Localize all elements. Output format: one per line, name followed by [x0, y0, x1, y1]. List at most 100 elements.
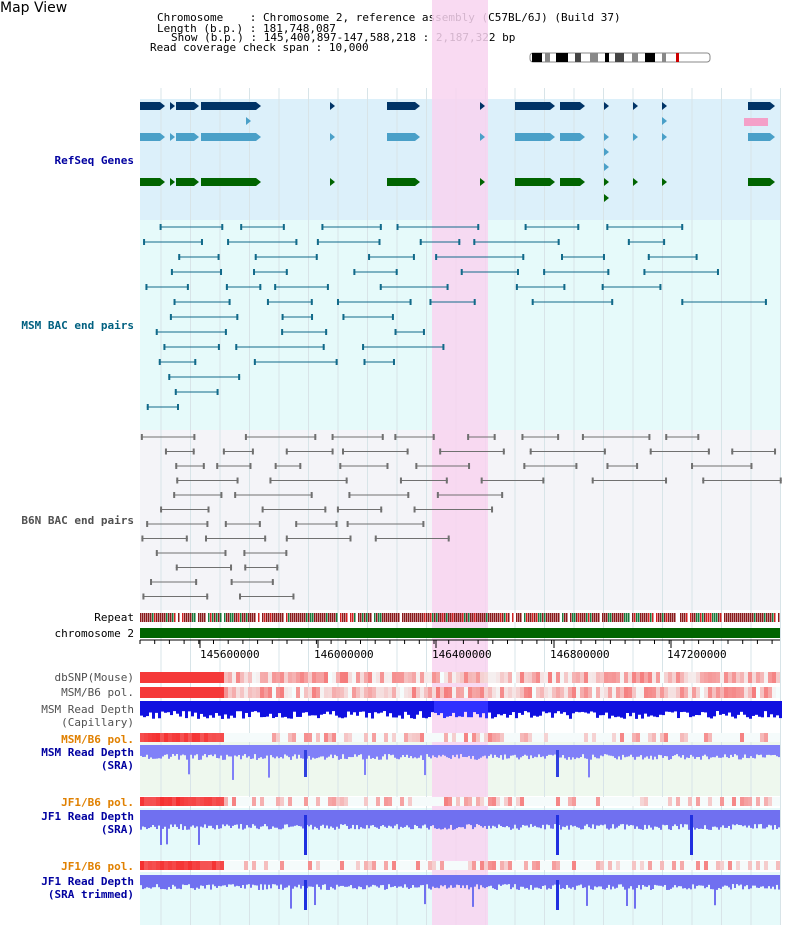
heat-cell [640, 687, 644, 698]
bac-end-mark [445, 477, 448, 484]
pol-cell [272, 797, 276, 806]
chromosome-key: Chromosome [157, 11, 224, 24]
repeat-mark [652, 613, 654, 622]
heat-cell [748, 672, 752, 683]
pol-cell [144, 797, 148, 806]
depth-bar [406, 810, 408, 826]
depth-bar [710, 745, 712, 758]
depth-bar [656, 701, 659, 718]
gene-arrow [604, 178, 609, 186]
pol-cell [448, 733, 452, 742]
heat-cell [760, 672, 764, 683]
repeat-mark [420, 613, 422, 622]
pol-cell [180, 733, 184, 742]
repeat-mark [638, 613, 640, 622]
heat-cell [652, 672, 656, 683]
bac-end-mark [164, 448, 167, 455]
heat-cell [232, 687, 236, 698]
depth-bar [740, 701, 743, 712]
depth-bar [728, 875, 730, 888]
bac-end-mark [606, 224, 609, 230]
depth-bar [264, 745, 266, 759]
repeat-mark [342, 613, 344, 622]
depth-bar [534, 875, 536, 888]
depth-bar [762, 745, 764, 758]
depth-bar [506, 875, 508, 885]
pol-cell [688, 733, 692, 742]
pol-cell [304, 733, 308, 742]
depth-bar [590, 875, 592, 890]
depth-bar [716, 875, 718, 890]
depth-bar [280, 875, 282, 885]
heat-cell [596, 672, 600, 683]
pol-cell [640, 861, 644, 870]
pol-cell [160, 861, 164, 870]
pol-cell [440, 797, 444, 806]
heat-cell [504, 687, 508, 698]
depth-bar [430, 810, 432, 827]
depth-bar [768, 875, 770, 887]
depth-bar [172, 875, 174, 885]
repeat-mark [754, 613, 756, 622]
heat-cell [352, 687, 356, 698]
pol-cell [536, 861, 540, 870]
pol-cell [528, 797, 532, 806]
depth-bar [316, 875, 318, 885]
depth-bar [668, 745, 670, 760]
depth-bar [424, 810, 426, 825]
pol-cell [588, 733, 592, 742]
depth-bar [262, 810, 264, 827]
bac-end-mark [399, 477, 402, 484]
repeat-mark [232, 613, 234, 622]
heat-cell [672, 687, 676, 698]
repeat-mark [284, 613, 286, 622]
bac-end-mark [557, 239, 560, 245]
repeat-mark [416, 613, 418, 622]
gene-arrow [480, 102, 485, 110]
repeat-mark [244, 613, 246, 622]
repeat-mark [288, 613, 290, 622]
depth-bar [320, 810, 322, 826]
pol-cell [332, 861, 336, 870]
depth-bar [178, 875, 180, 889]
pol-cell [568, 733, 572, 742]
depth-bar [272, 875, 274, 885]
depth-bar [640, 810, 642, 830]
depth-bar [234, 810, 236, 825]
gene-arrow [246, 178, 251, 186]
heat-cell [348, 687, 352, 698]
depth-bar [220, 875, 222, 887]
heat-cell [184, 672, 188, 683]
depth-bar [620, 875, 622, 885]
depth-bar [560, 875, 562, 889]
repeat-mark [146, 613, 148, 622]
depth-bar [746, 745, 748, 759]
depth-bar [582, 745, 584, 755]
heat-cell [408, 672, 412, 683]
bac-end-mark [415, 463, 418, 469]
depth-bar [400, 810, 402, 827]
repeat-mark [716, 613, 718, 622]
depth-bar [644, 745, 646, 758]
heat-cell [432, 687, 436, 698]
depth-bar [706, 810, 708, 830]
depth-bar [689, 701, 692, 718]
depth-bar [746, 875, 748, 886]
depth-bar [502, 875, 504, 885]
depth-bar [734, 745, 736, 755]
pol-cell [208, 797, 212, 806]
depth-bar [262, 875, 264, 890]
pol-cell [204, 797, 208, 806]
depth-bar [708, 745, 710, 760]
depth-bar [144, 810, 146, 828]
heat-cell [504, 672, 508, 683]
depth-bar [238, 875, 240, 887]
depth-bar [376, 875, 378, 887]
depth-bar [252, 810, 254, 825]
bac-end-mark [419, 239, 422, 245]
depth-bar [738, 875, 740, 886]
depth-bar [605, 701, 608, 713]
bac-end-mark [429, 299, 432, 305]
depth-bar [386, 875, 388, 890]
